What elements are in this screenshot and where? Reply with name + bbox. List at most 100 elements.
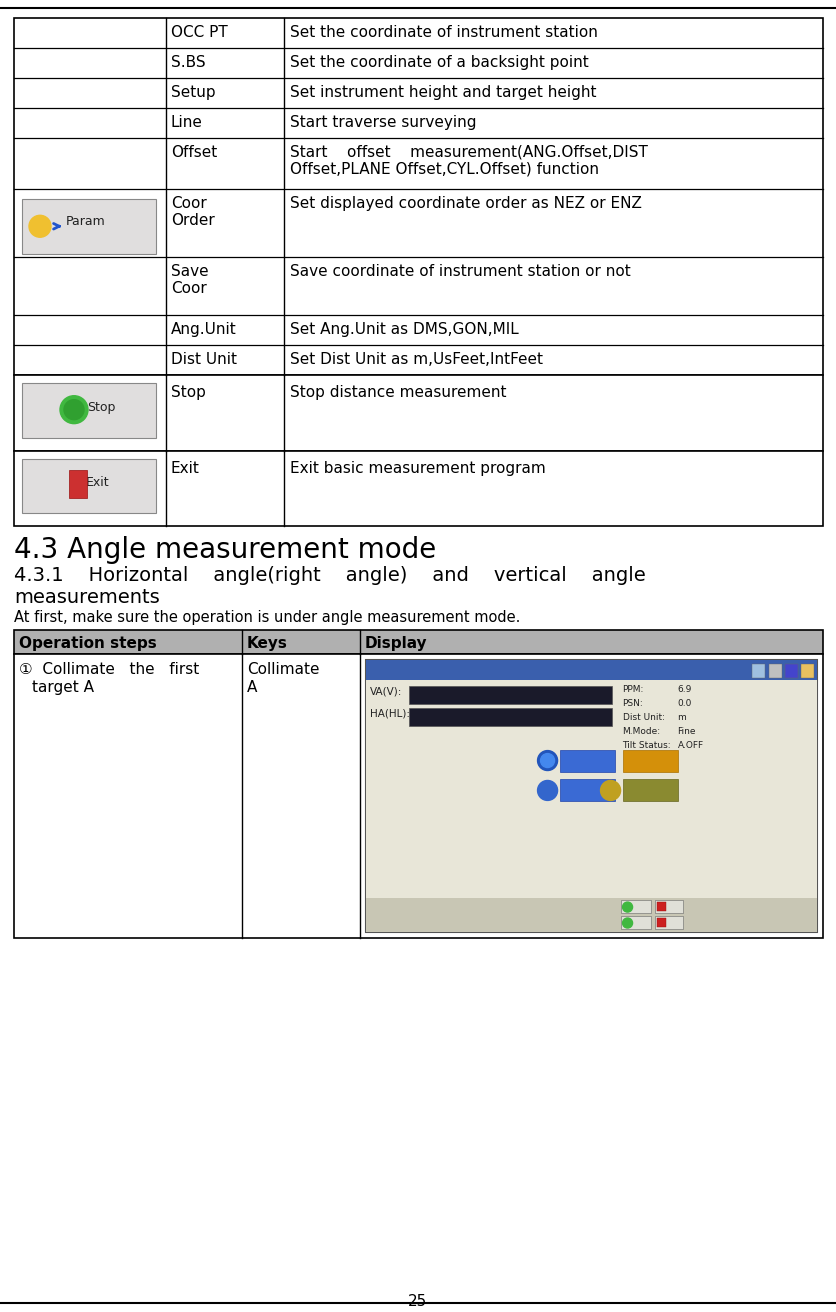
Text: L/R Angle: L/R Angle (477, 917, 520, 926)
Bar (654, 900, 681, 913)
Circle shape (29, 215, 51, 237)
Text: Ang.Unit: Ang.Unit (171, 321, 237, 337)
Bar (14, 630, 822, 653)
Text: Collimate: Collimate (247, 661, 319, 677)
Text: Setup: Setup (171, 85, 216, 100)
Text: Set Ang.Unit as DMS,GON,MIL: Set Ang.Unit as DMS,GON,MIL (289, 321, 518, 337)
Bar (22, 383, 155, 438)
Text: PSN:: PSN: (622, 699, 643, 707)
Bar (800, 664, 813, 678)
Text: A: A (247, 680, 257, 695)
Text: Order: Order (171, 214, 215, 228)
Bar (559, 779, 614, 802)
Text: Offset: Offset (171, 144, 217, 160)
Text: Exit: Exit (171, 461, 200, 475)
Text: Start traverse surveying: Start traverse surveying (289, 114, 476, 130)
Text: 0.0: 0.0 (677, 699, 691, 707)
Text: ①  Collimate   the   first: ① Collimate the first (19, 661, 199, 677)
Text: Tilt Status:: Tilt Status: (622, 740, 670, 749)
Bar (654, 916, 681, 929)
Text: At first, make sure the operation is under angle measurement mode.: At first, make sure the operation is und… (14, 610, 520, 625)
Text: Stop: Stop (634, 901, 651, 911)
Bar (768, 664, 781, 678)
Bar (365, 660, 816, 932)
Text: Dist Unit:: Dist Unit: (622, 712, 664, 722)
Bar (559, 749, 614, 771)
Bar (409, 707, 611, 726)
Text: Display: Display (364, 636, 427, 651)
Circle shape (537, 781, 557, 800)
Bar (622, 749, 677, 771)
Text: Exit basic measurement program: Exit basic measurement program (289, 461, 545, 475)
Text: Param: Param (66, 215, 105, 228)
Text: OCC PT: OCC PT (171, 25, 227, 39)
Text: 6.9: 6.9 (677, 685, 691, 694)
Text: 4.3.1    Horizontal    angle(right    angle)    and    vertical    angle: 4.3.1 Horizontal angle(right angle) and … (14, 567, 645, 585)
Text: 177°23'28″: 177°23'28″ (472, 687, 548, 701)
Text: Set instrument height and target height: Set instrument height and target height (289, 85, 596, 100)
Bar (365, 680, 816, 932)
Text: Set the coordinate of instrument station: Set the coordinate of instrument station (289, 25, 597, 39)
Circle shape (600, 781, 619, 800)
Text: Operation steps: Operation steps (19, 636, 156, 651)
Bar (784, 664, 797, 678)
Circle shape (537, 750, 557, 770)
Text: Save: Save (171, 264, 208, 279)
Circle shape (60, 396, 88, 424)
Text: Exit: Exit (667, 917, 681, 926)
Text: Set Dist Unit as m,UsFeet,IntFeet: Set Dist Unit as m,UsFeet,IntFeet (289, 352, 543, 367)
Text: M.Mode:: M.Mode: (622, 727, 660, 736)
Bar (619, 916, 650, 929)
Text: Coor: Coor (171, 197, 206, 211)
Bar (14, 18, 822, 375)
Text: Coor: Coor (171, 281, 206, 297)
Bar (622, 779, 677, 802)
Text: PPM:: PPM: (622, 685, 643, 694)
Bar (655, 903, 665, 911)
Text: VA(V):: VA(V): (370, 686, 402, 697)
Text: Exit: Exit (86, 476, 110, 489)
Text: Stop distance measurement: Stop distance measurement (289, 384, 506, 400)
Bar (655, 918, 665, 928)
Circle shape (64, 400, 84, 420)
Text: Keys: Keys (247, 636, 288, 651)
Text: Repeat: Repeat (374, 917, 405, 926)
Text: A.OFF: A.OFF (677, 740, 703, 749)
Text: M.Ang: M.Ang (568, 753, 604, 764)
Text: S.BS: S.BS (171, 55, 206, 70)
Text: Set the coordinate of a backsight point: Set the coordinate of a backsight point (289, 55, 588, 70)
Circle shape (622, 903, 632, 912)
Text: Start    offset    measurement(ANG.Offset,DIST: Start offset measurement(ANG.Offset,DIST (289, 144, 647, 160)
Text: V/%: V/% (426, 917, 443, 926)
Text: Offset,PLANE Offset,CYL.Offset) function: Offset,PLANE Offset,CYL.Offset) function (289, 161, 599, 177)
Bar (365, 899, 816, 932)
Text: Line: Line (171, 114, 202, 130)
Text: Dist Unit: Dist Unit (171, 352, 237, 367)
Text: Basic Mea--Angle Mea: Basic Mea--Angle Mea (370, 664, 500, 674)
Text: 25: 25 (408, 1294, 427, 1309)
Text: m: m (677, 712, 686, 722)
Text: 69°10'54″: 69°10'54″ (476, 710, 543, 723)
Bar (22, 458, 155, 513)
Text: Set displayed coordinate order as NEZ or ENZ: Set displayed coordinate order as NEZ or… (289, 197, 641, 211)
Text: Param: Param (631, 783, 666, 794)
Bar (14, 375, 822, 450)
Text: S.Zero: S.Zero (374, 901, 403, 911)
Text: HA(HL):: HA(HL): (370, 708, 410, 719)
Text: L.Angle: L.Angle (477, 901, 511, 911)
Text: measurements: measurements (14, 588, 160, 607)
Text: Stop: Stop (87, 400, 115, 413)
Circle shape (622, 918, 632, 928)
Bar (69, 471, 87, 499)
Text: M.Coor: M.Coor (567, 783, 605, 794)
Text: 4.3 Angle measurement mode: 4.3 Angle measurement mode (14, 537, 436, 564)
Bar (365, 660, 816, 680)
Text: Stop: Stop (634, 917, 651, 926)
Bar (14, 653, 822, 938)
Text: Exit: Exit (667, 901, 681, 911)
Text: M.Dist: M.Dist (631, 753, 666, 764)
Bar (22, 199, 155, 255)
Bar (14, 450, 822, 526)
Bar (619, 900, 650, 913)
Bar (751, 664, 764, 678)
